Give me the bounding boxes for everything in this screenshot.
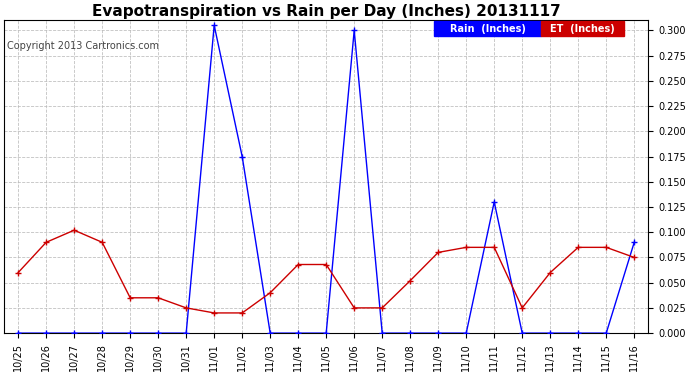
Text: ET  (Inches): ET (Inches)	[551, 24, 615, 34]
Title: Evapotranspiration vs Rain per Day (Inches) 20131117: Evapotranspiration vs Rain per Day (Inch…	[92, 4, 560, 19]
Bar	[434, 21, 541, 36]
Bar	[541, 21, 624, 36]
Text: Rain  (Inches): Rain (Inches)	[450, 24, 526, 34]
Text: Copyright 2013 Cartronics.com: Copyright 2013 Cartronics.com	[7, 41, 159, 51]
